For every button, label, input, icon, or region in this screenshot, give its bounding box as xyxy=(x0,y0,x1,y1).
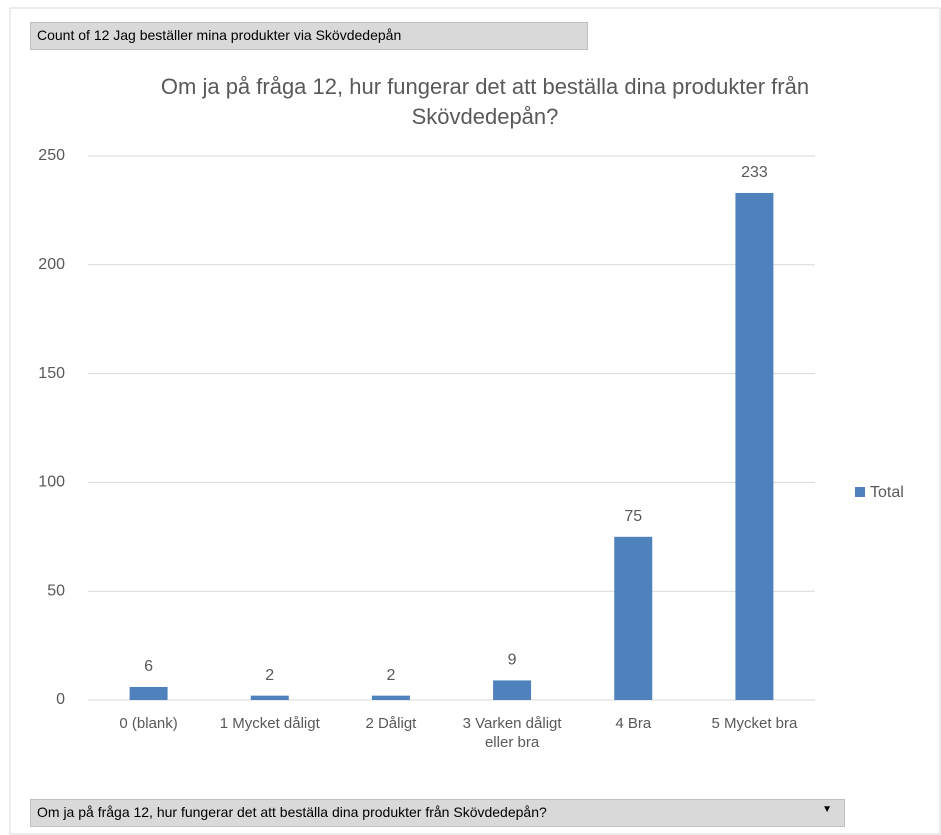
chart-title: Om ja på fråga 12, hur fungerar det att … xyxy=(160,74,810,129)
y-tick-label: 250 xyxy=(38,147,65,164)
bar xyxy=(735,192,774,700)
bar xyxy=(129,686,168,700)
x-tick-label: 5 Mycket bra xyxy=(711,715,798,732)
x-tick-label: 4 Bra xyxy=(615,715,652,732)
data-label: 2 xyxy=(386,667,395,684)
data-label: 233 xyxy=(741,164,768,181)
legend-swatch xyxy=(855,487,865,497)
y-tick-label: 150 xyxy=(38,365,65,382)
axis-field-label: Om ja på fråga 12, hur fungerar det att … xyxy=(37,804,547,820)
chart-border xyxy=(9,7,941,835)
dropdown-arrow[interactable]: ▼ xyxy=(822,804,832,815)
axis-field-button[interactable]: Om ja på fråga 12, hur fungerar det att … xyxy=(30,799,845,827)
y-tick-label: 200 xyxy=(38,256,65,273)
x-tick-label: 3 Varken dåligt eller bra xyxy=(462,715,562,751)
x-tick-label: 1 Mycket dåligt xyxy=(219,715,320,732)
y-tick-label: 0 xyxy=(56,691,65,708)
y-tick-label: 100 xyxy=(38,474,65,491)
bar xyxy=(493,680,532,700)
value-field-button[interactable]: Count of 12 Jag beställer mina produkter… xyxy=(30,22,588,50)
bar xyxy=(250,695,289,700)
bar xyxy=(614,536,653,700)
x-tick-label: 2 Dåligt xyxy=(365,715,417,732)
x-tick-label: 0 (blank) xyxy=(119,715,178,732)
data-label: 9 xyxy=(508,652,517,669)
y-tick-label: 50 xyxy=(47,582,65,599)
bar xyxy=(371,695,410,700)
data-label: 2 xyxy=(265,667,274,684)
data-label: 6 xyxy=(144,658,153,675)
legend-label: Total xyxy=(870,484,904,501)
data-label: 75 xyxy=(624,508,642,525)
